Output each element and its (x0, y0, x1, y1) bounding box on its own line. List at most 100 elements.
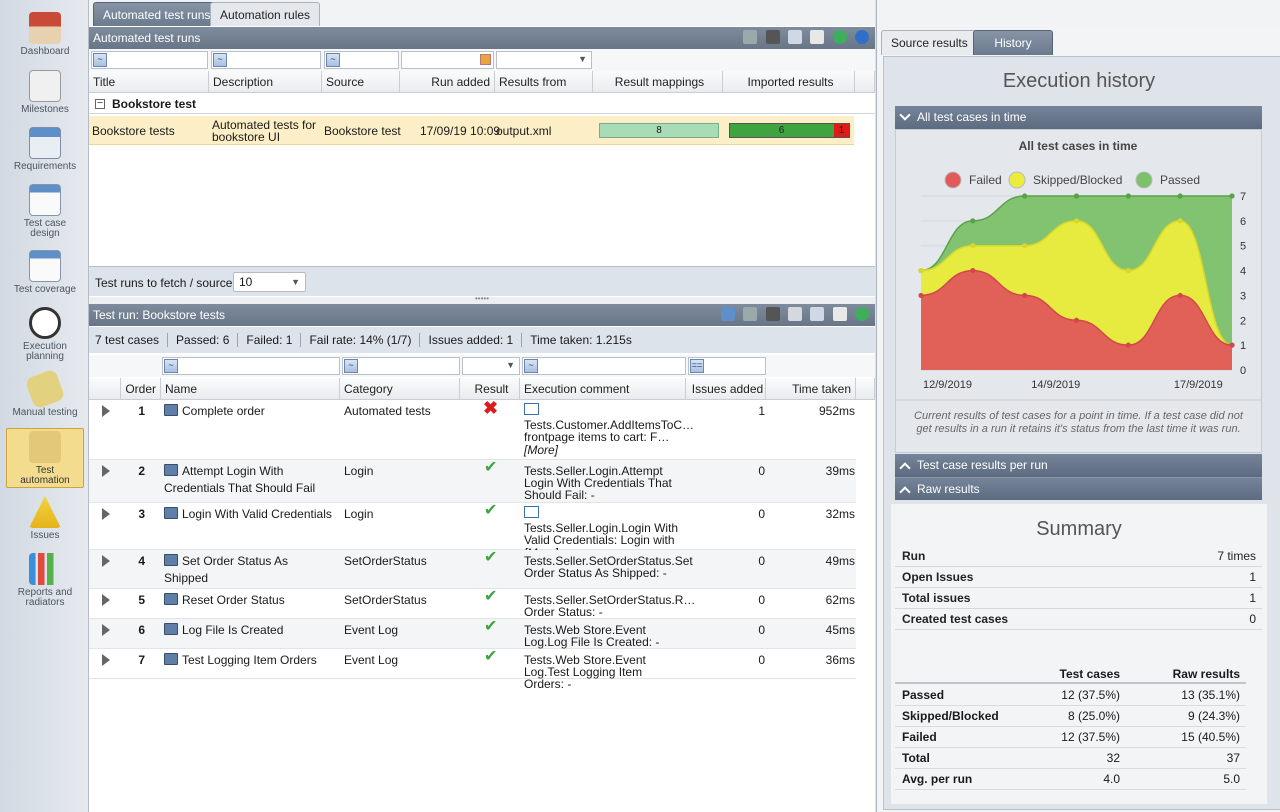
fetch-select[interactable]: 10 ▼ (233, 272, 306, 292)
col-result-mappings[interactable]: Result mappings (593, 71, 723, 93)
description-filter[interactable]: ~ (211, 51, 321, 69)
group-row[interactable]: − Bookstore test (89, 94, 875, 114)
table-row[interactable]: 2 Attempt Login With Credentials That Sho… (89, 460, 856, 503)
row-name[interactable]: Complete order (182, 404, 265, 418)
row-comment: Tests.Seller.Login.Attempt Login With Cr… (524, 464, 672, 502)
print-icon[interactable] (832, 307, 847, 321)
export-icon[interactable] (810, 307, 825, 321)
refresh-icon[interactable] (832, 30, 847, 44)
splitter-handle[interactable]: ••••• (89, 295, 875, 304)
sidebar-item-manual-testing[interactable]: Manual testing (6, 368, 84, 418)
row-category: Automated tests (344, 404, 431, 418)
tab-automation-rules[interactable]: Automation rules (210, 2, 321, 26)
col-execution-comment[interactable]: Execution comment (520, 378, 686, 400)
sidebar-item-milestones[interactable]: Milestones (6, 68, 84, 115)
help-icon[interactable] (855, 30, 869, 44)
row-name[interactable]: Reset Order Status (182, 593, 285, 607)
accordion-per-run[interactable]: Test case results per run (895, 454, 1262, 477)
table-row[interactable]: 4 Set Order Status As Shipped SetOrderStat… (89, 550, 856, 589)
table-row[interactable]: 3 Login With Valid Credentials Login ✔ Tests… (89, 503, 856, 559)
title-filter[interactable]: ~ (91, 51, 208, 69)
results-from-filter[interactable]: ▼ (496, 51, 592, 69)
accordion-all-test-cases[interactable]: All test cases in time (895, 106, 1262, 129)
table-row[interactable]: 6 Log File Is Created Event Log ✔ Tests.Web … (89, 619, 856, 649)
filter-icon[interactable] (743, 307, 758, 321)
col-time-taken[interactable]: Time taken (766, 378, 856, 400)
col-name[interactable]: Name (161, 378, 340, 400)
issues-filter[interactable]: == (688, 357, 766, 375)
col-category[interactable]: Category (340, 378, 460, 400)
export-icon[interactable] (787, 30, 802, 44)
row-name[interactable]: Set Order Status As Shipped (164, 554, 289, 585)
calendar-icon[interactable] (480, 54, 491, 65)
col-results-from[interactable]: Results from (495, 71, 593, 93)
stats-raw-results: 13 (35.1%) (1181, 688, 1240, 702)
sidebar-item-test-case-design[interactable]: Test case design (6, 182, 84, 239)
columns-icon[interactable] (765, 307, 780, 321)
col-description[interactable]: Description (209, 71, 322, 93)
tab-automated-test-runs[interactable]: Automated test runs (93, 2, 221, 26)
expand-row-icon[interactable] (102, 405, 110, 417)
summary-title: Summary (1036, 518, 1122, 540)
category-filter[interactable]: ~ (342, 357, 460, 375)
tab-history[interactable]: History (973, 30, 1053, 55)
col-issues-added[interactable]: Issues added (686, 378, 766, 400)
coverage-doc-icon (29, 250, 61, 282)
row-category: SetOrderStatus (344, 554, 427, 568)
more-link[interactable]: [More] (524, 443, 559, 457)
expand-row-icon[interactable] (102, 594, 110, 606)
data-point (970, 243, 976, 249)
book-icon[interactable] (524, 506, 539, 518)
run-row[interactable]: Bookstore tests Automated tests for book… (89, 116, 854, 145)
tab-source-results[interactable]: Source results (881, 30, 978, 55)
table-row[interactable]: 1 Complete order Automated tests ✖ Tests.Cus… (89, 399, 856, 460)
col-title[interactable]: Title (89, 71, 209, 93)
refresh-icon[interactable] (855, 307, 869, 321)
columns-icon[interactable] (765, 30, 780, 44)
sidebar-item-dashboard[interactable]: Dashboard (6, 10, 84, 57)
mappings-bar[interactable]: 8 (599, 123, 719, 138)
expand-row-icon[interactable] (102, 465, 110, 477)
sidebar-item-test-coverage[interactable]: Test coverage (6, 248, 84, 295)
collapse-icon[interactable]: − (95, 99, 105, 109)
expand-row-icon[interactable] (102, 654, 110, 666)
print-icon[interactable] (810, 30, 825, 44)
col-source[interactable]: Source (322, 71, 400, 93)
accordion-raw-results[interactable]: Raw results (895, 477, 1262, 500)
date-filter[interactable] (401, 51, 494, 69)
expand-row-icon[interactable] (102, 624, 110, 636)
comment-filter[interactable]: ~ (522, 357, 686, 375)
book-icon[interactable] (524, 403, 539, 415)
col-result[interactable]: Result (460, 378, 520, 400)
monitor-icon (164, 653, 178, 665)
source-filter[interactable]: ~ (324, 51, 399, 69)
sidebar-item-reports-and-radiators[interactable]: Reports and radiators (6, 551, 84, 608)
sidebar-item-requirements[interactable]: Requirements (6, 125, 84, 172)
sidebar-item-execution-planning[interactable]: Execution planning (6, 305, 84, 362)
row-name[interactable]: Test Logging Item Orders (182, 653, 317, 667)
data-point (970, 267, 976, 274)
tag-icon[interactable] (720, 307, 735, 321)
fetch-bar: Test runs to fetch / source : 10 ▼ (89, 266, 875, 296)
table-row[interactable]: 5 Reset Order Status SetOrderStatus ✔ Tests.… (89, 589, 856, 619)
filter-icon[interactable] (743, 30, 758, 44)
summary-value: 0 (1249, 612, 1256, 626)
col-imported-results[interactable]: Imported results (723, 71, 855, 93)
table-row[interactable]: 7 Test Logging Item Orders Event Log ✔ Tests… (89, 649, 856, 690)
expand-row-icon[interactable] (102, 508, 110, 520)
result-passed-icon: ✔ (484, 459, 498, 476)
row-name[interactable]: Attempt Login With Credentials That Shou… (164, 464, 316, 495)
result-filter[interactable]: ▼ (462, 357, 520, 375)
col-run-added[interactable]: Run added (400, 71, 495, 93)
imported-results-bar[interactable]: 6 1 (729, 123, 850, 138)
sidebar-item-test-automation[interactable]: Test automation (6, 428, 84, 488)
sidebar-item-issues[interactable]: Issues (6, 494, 84, 541)
data-point (918, 292, 924, 299)
sidebar-item-label: Milestones (21, 104, 69, 115)
name-filter[interactable]: ~ (162, 357, 340, 375)
col-order[interactable]: Order (121, 378, 161, 400)
row-name[interactable]: Log File Is Created (182, 623, 284, 637)
link-icon[interactable] (787, 307, 802, 321)
expand-row-icon[interactable] (102, 555, 110, 567)
row-name[interactable]: Login With Valid Credentials (182, 507, 332, 521)
